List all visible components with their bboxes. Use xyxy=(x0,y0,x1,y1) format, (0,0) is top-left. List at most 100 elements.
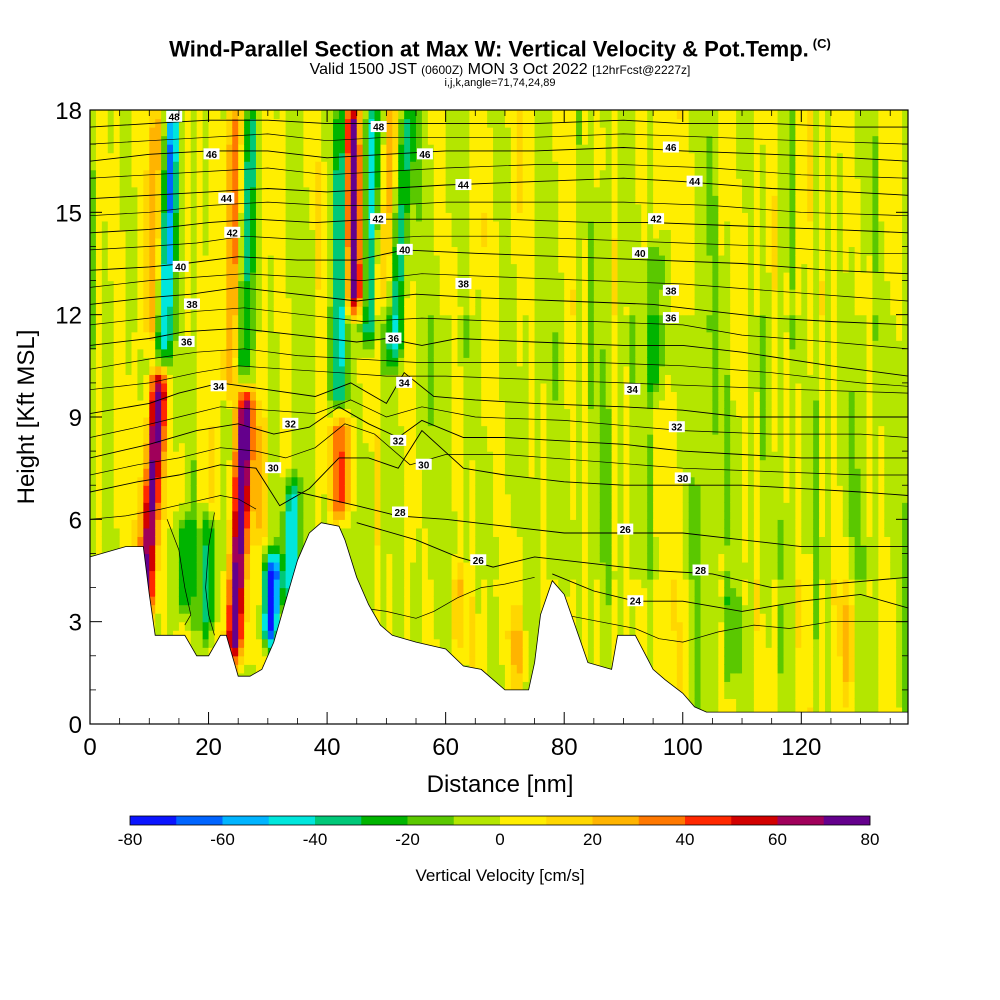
w-cell xyxy=(445,357,453,367)
w-cell xyxy=(190,110,198,120)
w-cell xyxy=(232,280,239,290)
w-cell xyxy=(161,544,168,555)
w-cell xyxy=(279,399,287,410)
w-cell xyxy=(244,169,251,179)
w-cell xyxy=(451,527,459,537)
w-cell xyxy=(416,127,423,137)
w-cell xyxy=(433,357,441,367)
w-cell xyxy=(232,127,239,137)
w-cell xyxy=(374,374,382,384)
w-cell xyxy=(297,186,304,196)
w-cell xyxy=(451,280,459,290)
w-cell xyxy=(338,527,346,537)
w-cell xyxy=(362,152,370,162)
w-cell xyxy=(475,186,482,196)
w-cell xyxy=(95,229,103,239)
w-cell xyxy=(238,553,245,563)
w-cell xyxy=(107,203,115,213)
w-cell xyxy=(155,246,162,256)
w-cell xyxy=(137,289,144,299)
w-cell xyxy=(451,493,459,503)
w-cell xyxy=(172,476,180,486)
w-cell xyxy=(172,203,180,213)
w-cell xyxy=(439,502,447,512)
w-cell xyxy=(119,110,127,120)
w-cell xyxy=(279,220,287,230)
w-cell xyxy=(131,127,139,137)
w-cell xyxy=(167,220,174,230)
w-cell xyxy=(184,237,192,248)
w-cell xyxy=(119,169,127,179)
w-cell xyxy=(131,237,139,248)
w-cell xyxy=(238,161,245,171)
w-cell xyxy=(380,493,387,503)
w-cell xyxy=(244,357,251,367)
w-cell xyxy=(481,135,488,145)
w-cell xyxy=(309,502,316,512)
w-cell xyxy=(499,647,506,657)
w-cell xyxy=(386,536,393,546)
w-cell xyxy=(273,178,281,188)
w-cell xyxy=(125,493,133,503)
w-cell xyxy=(463,655,470,665)
w-cell xyxy=(350,357,358,367)
w-cell xyxy=(285,365,293,375)
w-cell xyxy=(427,553,435,563)
w-cell xyxy=(202,451,210,461)
w-cell xyxy=(143,399,150,410)
w-cell xyxy=(238,459,245,469)
w-cell xyxy=(297,382,304,393)
w-cell xyxy=(178,186,186,196)
w-cell xyxy=(190,178,198,188)
w-cell xyxy=(297,220,304,230)
w-cell xyxy=(321,127,328,137)
w-cell xyxy=(143,519,150,529)
w-cell xyxy=(315,493,322,503)
w-cell xyxy=(119,510,127,520)
w-cell xyxy=(404,340,411,350)
w-cell xyxy=(404,604,411,614)
w-cell xyxy=(333,451,340,461)
w-cell xyxy=(392,399,399,410)
w-cell xyxy=(309,212,316,222)
w-cell xyxy=(149,220,156,230)
w-cell xyxy=(250,280,257,290)
w-cell xyxy=(404,331,411,341)
w-cell xyxy=(315,144,322,154)
w-cell xyxy=(457,135,465,145)
w-cell xyxy=(392,451,399,461)
w-cell xyxy=(184,391,192,401)
w-cell xyxy=(226,237,233,248)
w-cell xyxy=(421,519,429,529)
w-cell xyxy=(410,246,417,256)
w-cell xyxy=(291,374,299,384)
w-cell xyxy=(303,382,310,393)
w-cell xyxy=(149,596,156,606)
w-cell xyxy=(202,425,210,435)
w-cell xyxy=(457,399,465,410)
w-cell xyxy=(392,237,399,248)
w-cell xyxy=(244,135,251,145)
w-cell xyxy=(445,374,453,384)
w-cell xyxy=(291,519,299,529)
w-cell xyxy=(90,323,97,333)
w-cell xyxy=(392,144,399,154)
w-cell xyxy=(167,544,174,555)
w-cell xyxy=(457,527,465,537)
w-cell xyxy=(487,519,494,529)
w-cell xyxy=(392,544,399,555)
w-cell xyxy=(202,110,210,120)
w-cell xyxy=(267,485,275,495)
w-cell xyxy=(250,596,257,606)
w-cell xyxy=(178,323,186,333)
w-cell xyxy=(273,144,281,154)
w-cell xyxy=(475,638,482,648)
w-cell xyxy=(398,417,405,427)
w-cell xyxy=(445,561,453,572)
w-cell xyxy=(356,280,364,290)
w-cell xyxy=(291,382,299,393)
w-cell xyxy=(279,178,287,188)
w-cell xyxy=(279,536,287,546)
w-cell xyxy=(190,246,198,256)
w-cell xyxy=(327,280,334,290)
